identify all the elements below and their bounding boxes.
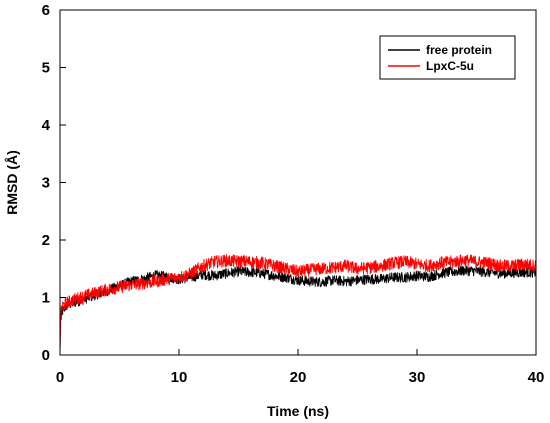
- plot-area: [59, 254, 537, 356]
- x-tick-label: 10: [171, 369, 188, 386]
- y-tick-label: 4: [42, 117, 51, 134]
- legend-label-free-protein: free protein: [426, 43, 492, 57]
- y-tick-label: 5: [42, 60, 50, 77]
- x-tick-label: 30: [409, 369, 426, 386]
- x-tick-label: 0: [56, 369, 64, 386]
- x-tick-label: 20: [290, 369, 307, 386]
- x-tick-label: 40: [528, 369, 545, 386]
- legend-box: [379, 35, 516, 80]
- series-line-lpxc-5u: [59, 254, 537, 356]
- axes: 0 1 2 3 4 5 6 0 10 20 30 40: [42, 2, 545, 386]
- y-tick-label: 1: [42, 290, 50, 307]
- legend: free protein LpxC-5u: [379, 35, 516, 80]
- y-axis-title: RMSD (Å): [4, 150, 20, 215]
- y-tick-label: 2: [42, 232, 50, 249]
- y-tick-label: 6: [42, 2, 50, 19]
- series-line-free-protein: [59, 264, 537, 356]
- y-tick-label: 0: [42, 347, 50, 364]
- legend-label-lpxc-5u: LpxC-5u: [426, 59, 474, 73]
- y-tick-label: 3: [42, 175, 50, 192]
- x-axis-title: Time (ns): [267, 403, 329, 419]
